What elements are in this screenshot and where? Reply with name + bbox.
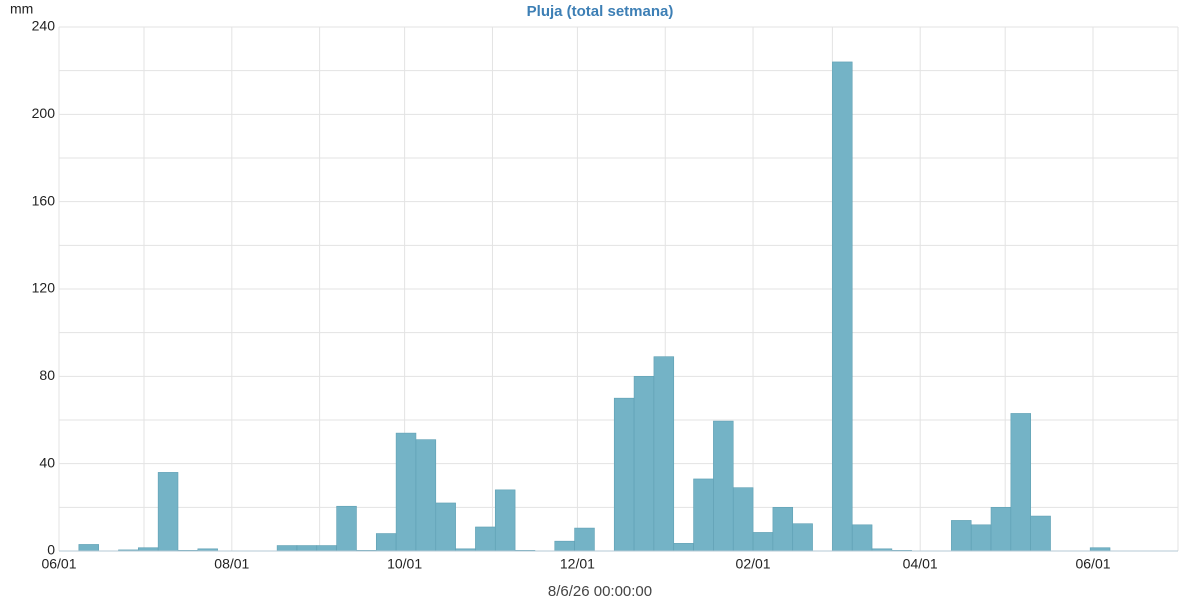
bar xyxy=(951,520,972,552)
x-tick-label: 04/01 xyxy=(903,556,938,572)
bar xyxy=(435,502,456,552)
x-tick-label: 06/01 xyxy=(41,556,76,572)
bar xyxy=(296,545,318,552)
bar xyxy=(157,472,179,552)
bar xyxy=(395,432,417,552)
bar xyxy=(653,356,675,552)
bar xyxy=(970,524,992,552)
bar xyxy=(316,545,337,552)
bar xyxy=(336,505,357,552)
x-axis-label: 8/6/26 00:00:00 xyxy=(548,583,652,600)
bar xyxy=(990,507,1012,552)
y-tick-label: 240 xyxy=(32,18,56,34)
y-tick-label: 0 xyxy=(47,542,55,558)
bar xyxy=(1030,515,1051,552)
y-tick-label: 200 xyxy=(32,105,56,121)
y-tick-label: 120 xyxy=(32,280,56,296)
y-axis-label: mm xyxy=(10,1,33,17)
bar xyxy=(633,376,655,552)
bar xyxy=(732,487,754,552)
x-tick-label: 02/01 xyxy=(736,556,771,572)
bar xyxy=(415,439,437,552)
y-tick-label: 80 xyxy=(39,367,55,383)
bar xyxy=(613,397,635,552)
bar xyxy=(713,420,734,552)
y-tick-label: 160 xyxy=(32,192,56,208)
bar xyxy=(752,532,774,552)
bar xyxy=(792,523,813,552)
bar xyxy=(673,543,694,552)
x-tick-label: 06/01 xyxy=(1075,556,1110,572)
bar xyxy=(554,540,575,552)
bar xyxy=(494,489,516,552)
x-tick-label: 10/01 xyxy=(387,556,422,572)
bar xyxy=(693,478,714,552)
bar xyxy=(78,544,99,552)
bar xyxy=(375,533,397,552)
bar xyxy=(276,545,298,552)
bar xyxy=(475,526,496,552)
bar xyxy=(772,507,794,552)
bar xyxy=(851,524,873,552)
bar xyxy=(1010,413,1031,552)
x-tick-label: 08/01 xyxy=(214,556,249,572)
x-tick-label: 12/01 xyxy=(560,556,595,572)
y-tick-label: 40 xyxy=(39,454,55,470)
bar xyxy=(574,527,595,552)
bar xyxy=(832,61,853,552)
chart-title: Pluja (total setmana) xyxy=(527,3,674,20)
